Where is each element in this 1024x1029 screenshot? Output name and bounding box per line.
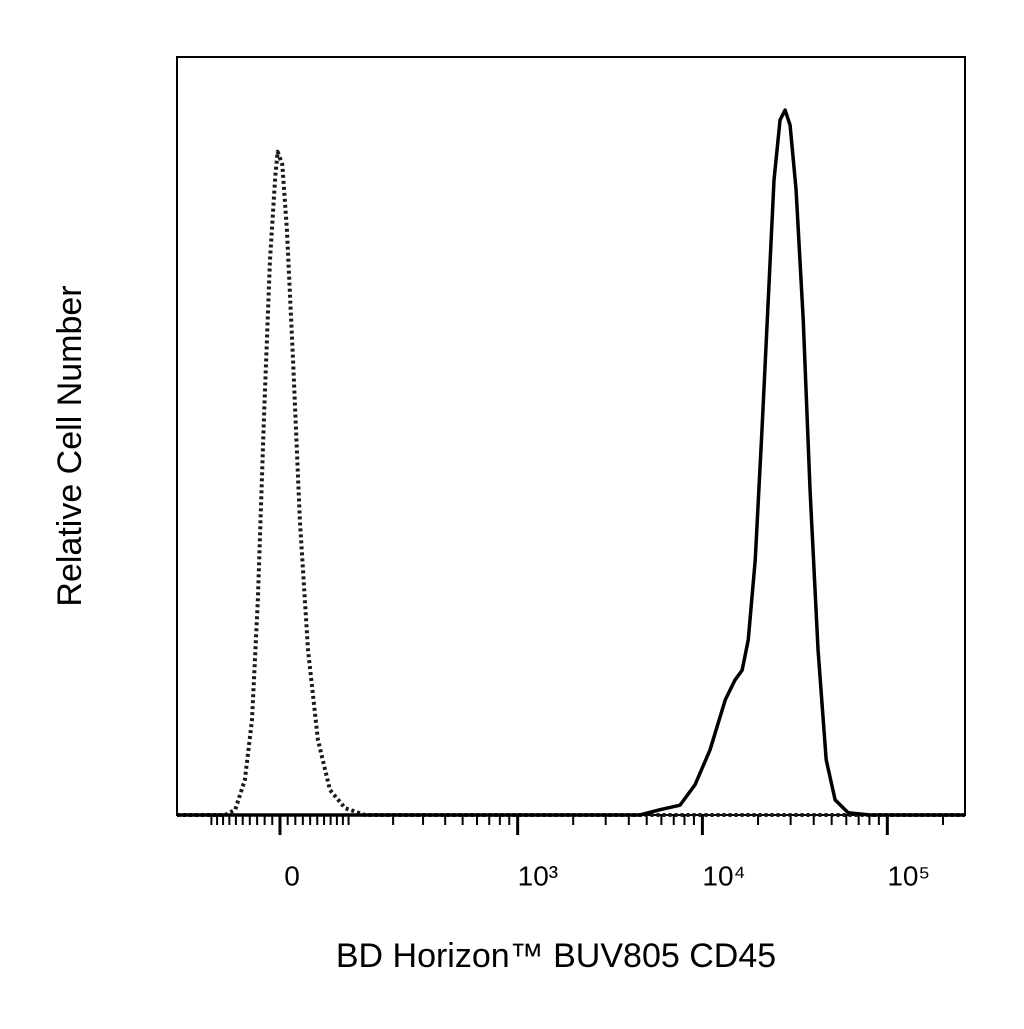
y-axis-label: Relative Cell Number — [51, 285, 89, 606]
histogram-line — [177, 108, 965, 817]
x-tick-label: 0 — [284, 860, 300, 891]
x-axis-label: BD Horizon™ BUV805 CD45 — [336, 937, 776, 975]
plot-frame — [176, 56, 966, 816]
x-tick-label: 10³ — [518, 860, 558, 891]
x-tick-label: 10⁵ — [887, 860, 930, 891]
x-tick-label: 10⁴ — [702, 860, 745, 891]
histogram-line — [177, 149, 965, 817]
